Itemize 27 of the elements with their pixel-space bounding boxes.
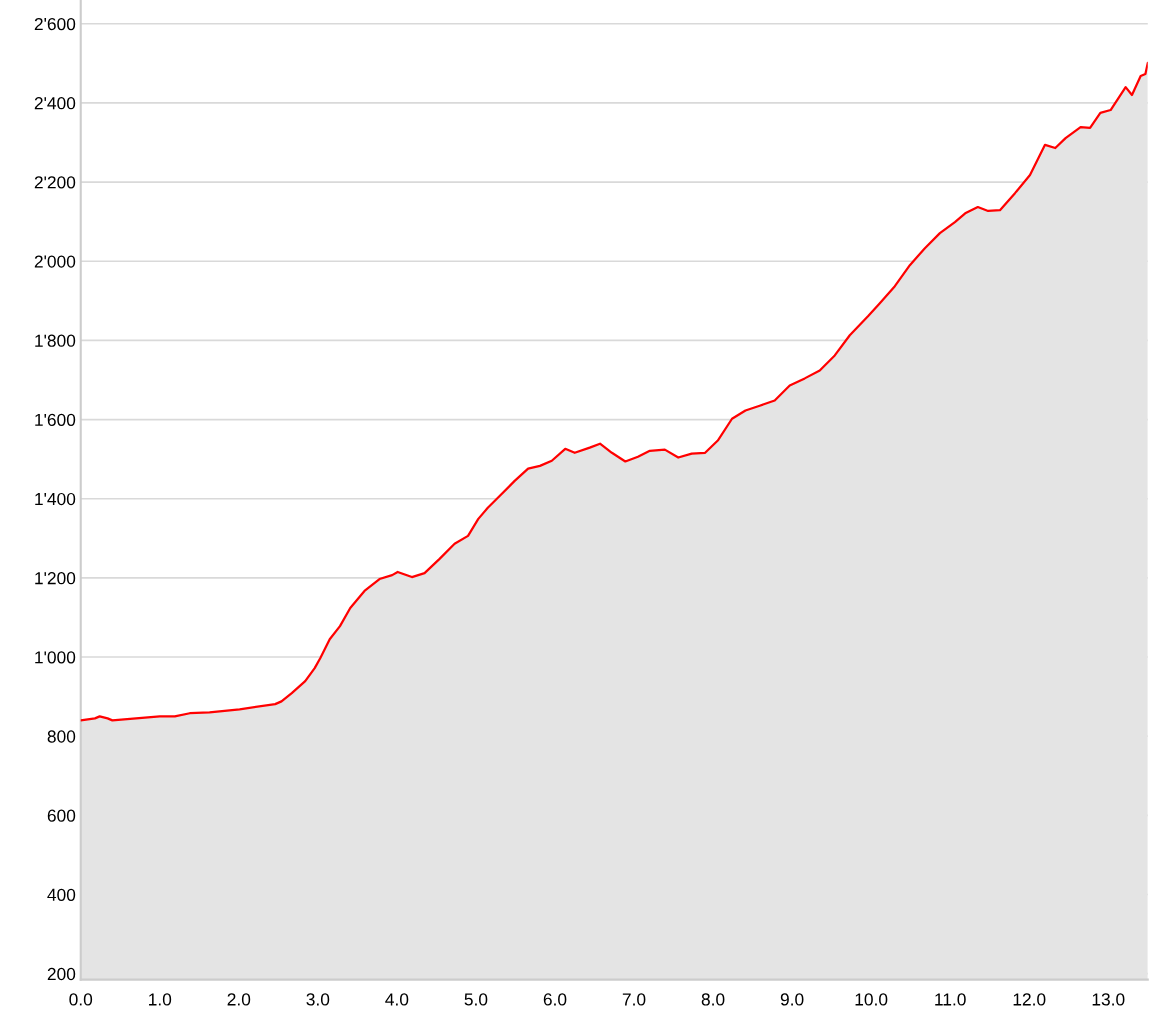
- x-tick-label: 11.0: [935, 993, 966, 1006]
- y-tick-label: 2'200: [34, 176, 76, 189]
- x-tick-label: 3.0: [306, 993, 330, 1006]
- y-tick-label: 1'400: [35, 492, 76, 506]
- y-tick-label: 1'200: [35, 572, 76, 585]
- x-tick-label: 5.0: [464, 993, 488, 1006]
- x-tick-label: 1.0: [149, 993, 172, 1006]
- x-tick-label: 9.0: [780, 993, 804, 1006]
- x-tick-label: 10.0: [855, 993, 888, 1006]
- x-tick-label: 2.0: [227, 993, 251, 1006]
- y-tick-label: 200: [47, 967, 76, 981]
- x-tick-label: 12.0: [1013, 993, 1046, 1006]
- y-tick-label: 600: [47, 809, 76, 822]
- y-tick-label: 1'800: [35, 334, 76, 347]
- y-tick-label: 2'600: [34, 17, 76, 31]
- y-tick-label: 1'000: [35, 651, 76, 664]
- x-tick-label: 13.0: [1092, 993, 1125, 1006]
- x-tick-label: 4.0: [385, 993, 409, 1006]
- x-tick-label: 6.0: [543, 993, 567, 1006]
- y-tick-label: 1'600: [35, 413, 76, 427]
- x-tick-label: 0.0: [69, 993, 93, 1006]
- y-tick-label: 2'400: [34, 97, 76, 110]
- y-tick-label: 2'000: [34, 255, 76, 268]
- y-tick-label: 800: [47, 730, 76, 743]
- x-tick-label: 7.0: [622, 993, 646, 1006]
- x-tick-label: 8.0: [701, 993, 725, 1006]
- y-tick-label: 400: [47, 888, 76, 901]
